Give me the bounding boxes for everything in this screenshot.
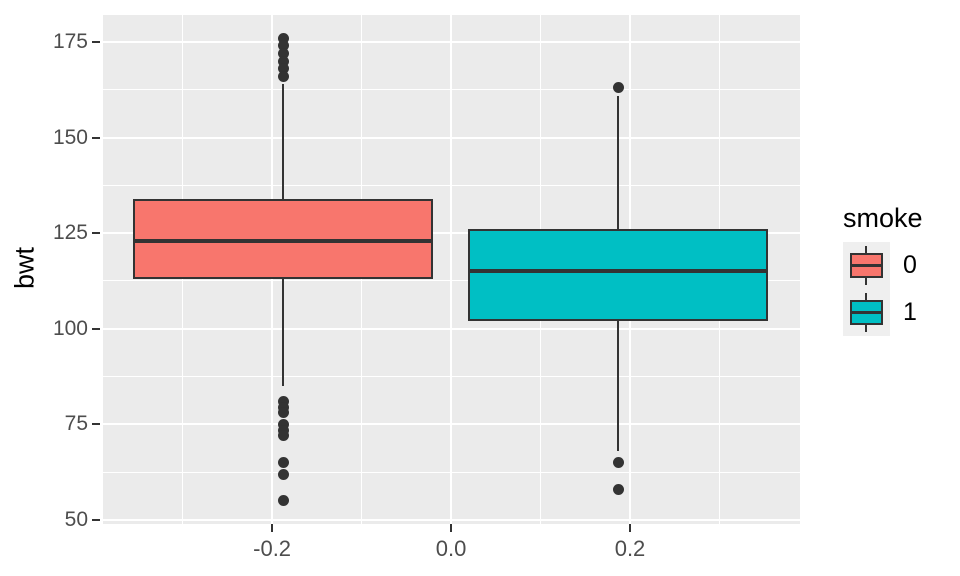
y-axis-tick-label: 100 <box>52 316 88 340</box>
outlier-dot <box>277 70 289 82</box>
legend-label-0: 0 <box>903 251 917 279</box>
outlier-dot <box>277 418 289 430</box>
y-axis-tick-mark <box>92 518 100 521</box>
box-smoke-1 <box>468 229 768 322</box>
y-axis-tick-mark <box>92 327 100 330</box>
outlier-dot <box>277 430 289 442</box>
outlier-dot <box>277 468 289 480</box>
legend-label-1: 1 <box>903 298 917 326</box>
outlier-dot <box>612 82 624 94</box>
outlier-dot <box>277 457 289 469</box>
outlier-dot <box>612 457 624 469</box>
x-axis-tick-mark <box>450 524 453 532</box>
x-axis-tick-mark <box>629 524 631 532</box>
lower-whisker <box>617 321 619 452</box>
x-axis-tick-mark <box>271 524 274 532</box>
outlier-dot <box>277 55 289 67</box>
legend-key-1 <box>843 289 890 336</box>
lower-whisker <box>282 279 285 387</box>
y-axis-title: bwt <box>9 246 40 290</box>
outlier-dot <box>277 40 289 52</box>
outlier-dot <box>277 407 289 419</box>
legend-key-0 <box>843 242 890 289</box>
outlier-dot <box>277 401 289 413</box>
x-axis-tick-label: 0.2 <box>614 536 646 561</box>
outlier-dot <box>277 63 289 75</box>
y-axis-tick-label: 125 <box>52 221 88 245</box>
outlier-dot <box>277 32 289 44</box>
y-axis-tick-label: 50 <box>64 508 88 532</box>
upper-whisker <box>617 95 619 230</box>
legend-key-median <box>852 311 881 314</box>
y-axis-tick-label: 150 <box>52 125 88 149</box>
x-axis-tick-label: -0.2 <box>253 536 292 561</box>
legend-title: smoke <box>843 203 923 233</box>
plot-panel <box>103 15 800 524</box>
outlier-dot <box>612 483 624 495</box>
outlier-dot <box>277 495 289 507</box>
legend-key-median <box>852 264 881 267</box>
outlier-dot <box>277 47 289 59</box>
median-line <box>135 238 431 243</box>
median-line <box>470 269 766 274</box>
major-gridline-x <box>450 15 453 524</box>
outlier-dot <box>277 395 289 407</box>
x-axis-tick-label: 0.0 <box>435 536 467 561</box>
outlier-dot <box>277 424 289 436</box>
y-axis-tick-mark <box>92 423 100 426</box>
y-axis-tick-label: 75 <box>64 412 88 436</box>
y-axis-tick-mark <box>92 136 100 139</box>
y-axis-tick-mark <box>92 40 100 43</box>
y-axis-tick-label: 175 <box>52 30 88 54</box>
y-axis-tick-mark <box>92 232 100 235</box>
upper-whisker <box>282 84 285 199</box>
